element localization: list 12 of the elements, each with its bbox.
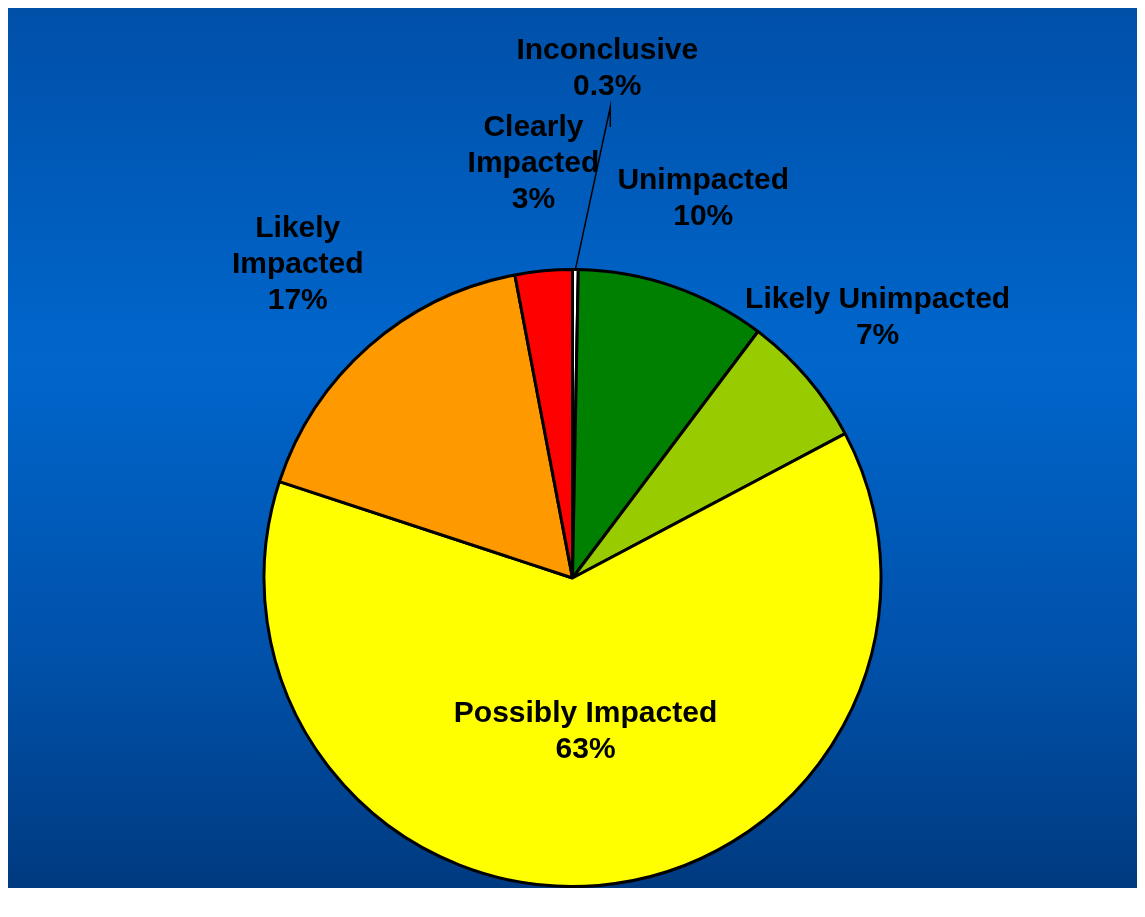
slice-label: Unimpacted xyxy=(617,162,790,196)
slice-label: Inconclusive xyxy=(516,32,699,66)
data-label: 7% xyxy=(855,316,900,350)
data-label: 0.3% xyxy=(573,68,642,102)
slice-label: Possibly Impacted xyxy=(453,694,718,728)
data-label: 63% xyxy=(555,730,616,764)
data-label: 17% xyxy=(267,282,328,316)
data-label: 3% xyxy=(511,180,556,214)
slice-label: Clearly Impacted xyxy=(467,108,600,178)
slice-label: Likely Unimpacted xyxy=(745,280,1011,314)
data-label: 10% xyxy=(673,198,734,232)
slice-label: Likely Impacted xyxy=(231,210,364,280)
